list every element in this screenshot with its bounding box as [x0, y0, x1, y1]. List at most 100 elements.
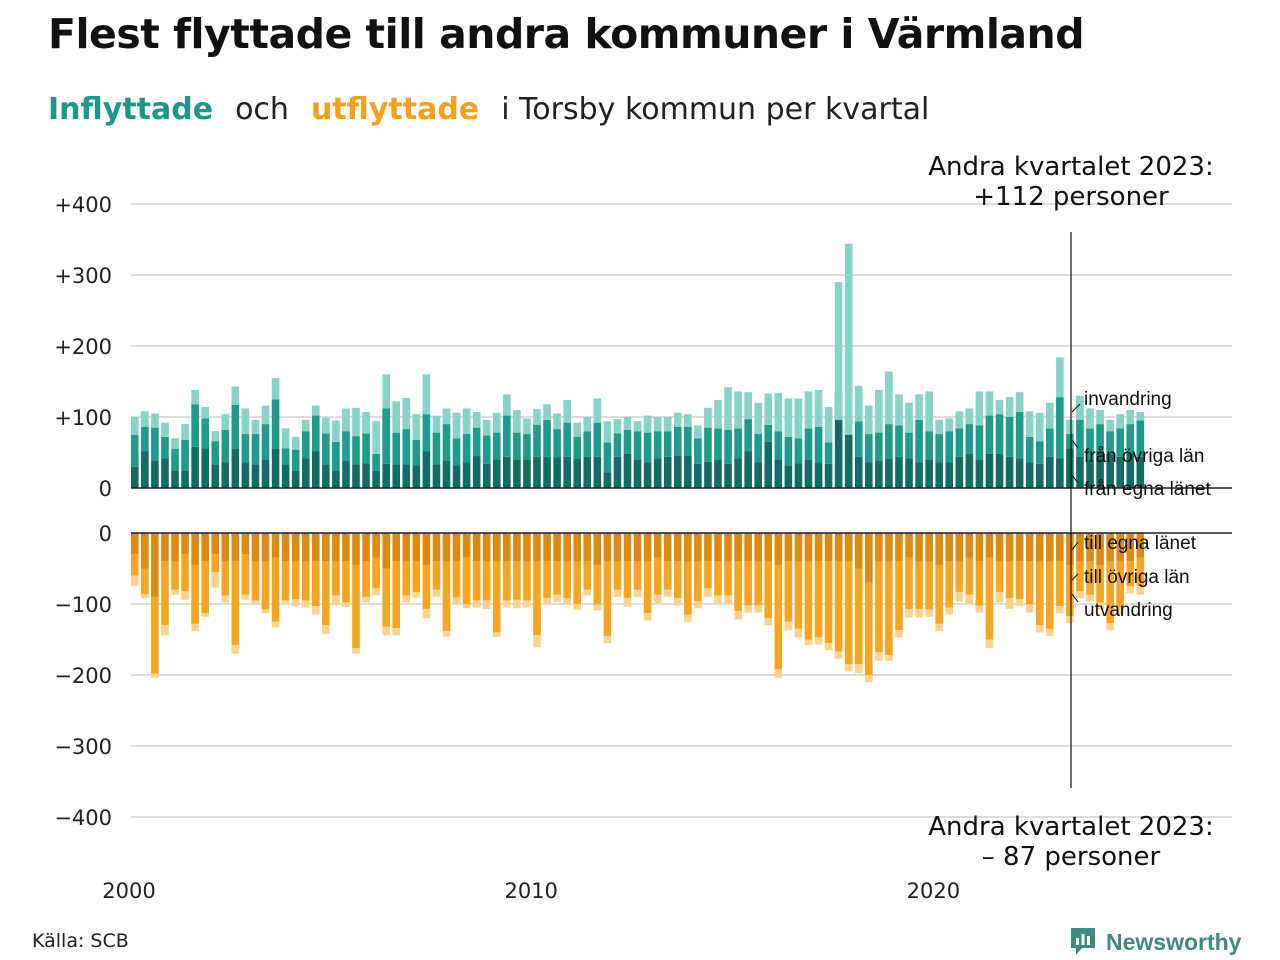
bar-top-från-egna-länet	[965, 453, 974, 488]
bar-bottom-till-övriga-län	[965, 557, 974, 595]
bar-bottom-utvandring	[824, 643, 833, 651]
bar-top-från-övriga-län	[131, 434, 139, 467]
bar-top-invandring	[482, 419, 491, 436]
annotation-top-line-2: +112 personer	[973, 182, 1169, 212]
bar-bottom-till-övriga-län	[925, 561, 933, 610]
bar-bottom-till-egna-länet	[633, 533, 642, 562]
bar-bottom-till-egna-länet	[322, 533, 330, 562]
bar-top-invandring	[583, 417, 592, 432]
bar-top-från-övriga-län	[995, 414, 1004, 454]
y-tick-label-bottom: −100	[54, 593, 112, 617]
bar-top-invandring	[673, 412, 682, 427]
bar-top-från-övriga-län	[503, 415, 511, 457]
bar-top-invandring	[372, 421, 380, 454]
bar-bottom-utvandring	[613, 589, 622, 597]
bar-bottom-till-egna-länet	[543, 533, 551, 562]
bar-bottom-till-övriga-län	[754, 561, 763, 606]
bar-top-invandring	[824, 407, 833, 443]
bar-top-invandring	[352, 407, 360, 437]
bar-top-invandring	[684, 414, 692, 427]
bar-bottom-till-egna-länet	[764, 533, 773, 562]
bar-bottom-till-övriga-län	[834, 561, 843, 652]
bar-top-från-övriga-län	[482, 435, 491, 464]
bar-bottom-utvandring	[412, 591, 421, 598]
bar-top-från-övriga-län	[653, 431, 662, 459]
bar-bottom-till-egna-länet	[673, 533, 682, 562]
bar-top-från-egna-länet	[875, 461, 883, 488]
bar-bottom-till-egna-länet	[824, 533, 833, 562]
bar-bottom-till-övriga-län	[1126, 561, 1135, 587]
bar-top-invandring	[151, 413, 159, 428]
bar-bottom-till-övriga-län	[774, 564, 783, 670]
bar-top-från-egna-länet	[503, 456, 511, 488]
bar-top-invandring	[865, 405, 873, 435]
bar-top-från-egna-länet	[814, 462, 823, 488]
bar-top-från-egna-länet	[734, 458, 742, 488]
bar-top-invandring	[834, 282, 843, 420]
bar-top-från-övriga-län	[281, 448, 290, 465]
bar-top-från-övriga-län	[875, 432, 883, 462]
bar-top-invandring	[1116, 414, 1124, 429]
bar-top-invandring	[844, 243, 853, 435]
bar-bottom-utvandring	[885, 655, 893, 661]
bar-bottom-till-egna-länet	[895, 533, 903, 562]
bar-bottom-till-övriga-län	[271, 557, 280, 622]
bar-top-från-övriga-län	[734, 428, 742, 459]
bar-top-från-övriga-län	[925, 431, 933, 460]
bar-top-från-egna-länet	[905, 458, 913, 488]
bar-top-från-övriga-län	[311, 415, 320, 452]
bar-top-från-egna-länet	[573, 458, 582, 488]
bar-bottom-till-egna-länet	[885, 533, 893, 562]
bar-top-från-övriga-län	[975, 425, 984, 460]
bar-bottom-utvandring	[593, 604, 602, 611]
bar-top-från-övriga-län	[603, 442, 612, 473]
bar-bottom-till-övriga-län	[372, 557, 380, 589]
bar-top-från-övriga-län	[1136, 420, 1145, 457]
bar-bottom-till-egna-länet	[663, 533, 672, 562]
bar-top-invandring	[965, 408, 974, 425]
bar-top-från-övriga-län	[724, 429, 732, 464]
bar-bottom-till-övriga-län	[885, 561, 893, 656]
bar-top-invandring	[221, 414, 230, 430]
bar-top-invandring	[301, 419, 310, 432]
bar-bottom-utvandring	[945, 607, 954, 615]
bar-bottom-till-övriga-län	[261, 561, 270, 610]
bar-top-från-övriga-län	[1035, 441, 1044, 464]
bar-bottom-till-övriga-län	[131, 554, 139, 576]
bar-top-från-övriga-län	[613, 433, 622, 457]
bar-top-från-övriga-län	[342, 431, 350, 462]
bar-top-från-övriga-län	[251, 434, 260, 465]
bar-top-från-övriga-län	[1025, 436, 1034, 463]
series-label-fran-egna-lanet: från egna länet	[1084, 479, 1211, 500]
bar-bottom-till-egna-länet	[593, 533, 602, 565]
bar-top-från-övriga-län	[774, 431, 783, 460]
bar-top-invandring	[402, 397, 411, 430]
bar-bottom-utvandring	[352, 648, 360, 654]
bar-bottom-till-övriga-län	[613, 561, 622, 590]
bar-top-från-övriga-län	[452, 438, 461, 466]
bar-top-från-egna-länet	[935, 462, 943, 488]
bar-bottom-till-övriga-län	[623, 561, 632, 599]
bar-bottom-utvandring	[281, 600, 290, 604]
bar-bottom-till-övriga-län	[794, 561, 803, 629]
bar-bottom-utvandring	[231, 645, 240, 654]
bar-top-invandring	[462, 408, 471, 435]
bar-top-invandring	[885, 371, 893, 425]
bar-bottom-till-övriga-län	[573, 561, 582, 604]
bar-bottom-utvandring	[673, 598, 682, 606]
bar-top-från-egna-länet	[603, 472, 612, 488]
bar-bottom-till-egna-länet	[362, 533, 370, 562]
bar-top-från-övriga-län	[714, 428, 722, 460]
bar-bottom-till-egna-länet	[261, 533, 270, 562]
bar-top-från-övriga-län	[533, 424, 541, 457]
bar-bottom-till-egna-länet	[653, 533, 662, 558]
bar-bottom-till-övriga-län	[945, 561, 954, 608]
bar-bottom-utvandring	[523, 600, 531, 608]
bar-bottom-utvandring	[895, 630, 903, 638]
annotation-bottom-line-1: Andra kvartalet 2023:	[928, 812, 1213, 842]
bar-top-invandring	[794, 398, 803, 439]
bar-bottom-utvandring	[492, 632, 501, 637]
bar-bottom-till-egna-länet	[372, 533, 380, 558]
bar-bottom-utvandring	[301, 600, 310, 608]
bar-bottom-till-egna-länet	[583, 533, 592, 562]
